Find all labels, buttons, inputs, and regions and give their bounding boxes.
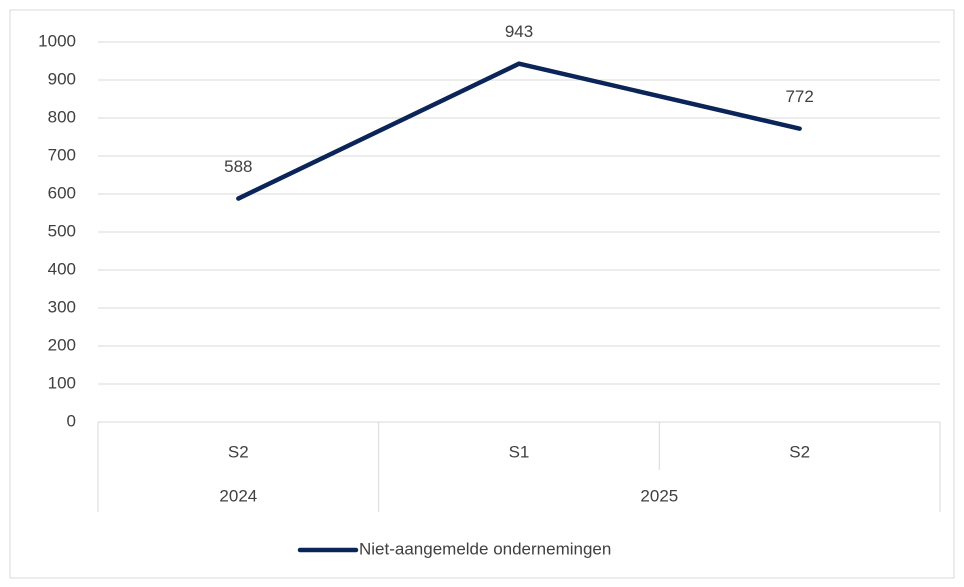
y-tick-label: 800 xyxy=(48,107,76,126)
y-tick-label: 900 xyxy=(48,69,76,88)
x-tick-label: S2 xyxy=(789,442,810,461)
y-tick-label: 600 xyxy=(48,183,76,202)
y-tick-label: 300 xyxy=(48,297,76,316)
data-label: 588 xyxy=(224,157,252,176)
data-label: 772 xyxy=(785,87,813,106)
group-label: 2025 xyxy=(640,486,678,505)
x-tick-label: S2 xyxy=(228,442,249,461)
y-tick-label: 100 xyxy=(48,373,76,392)
legend-label: Niet-aangemelde ondernemingen xyxy=(359,539,611,558)
y-tick-label: 700 xyxy=(48,145,76,164)
y-tick-label: 1000 xyxy=(38,31,76,50)
chart-border xyxy=(9,9,955,579)
y-tick-label: 200 xyxy=(48,335,76,354)
group-label: 2024 xyxy=(219,486,257,505)
y-tick-label: 0 xyxy=(67,411,76,430)
data-label: 943 xyxy=(505,22,533,41)
data-line xyxy=(236,61,802,201)
y-tick-label: 500 xyxy=(48,221,76,240)
y-tick-label: 400 xyxy=(48,259,76,278)
x-tick-label: S1 xyxy=(509,442,530,461)
